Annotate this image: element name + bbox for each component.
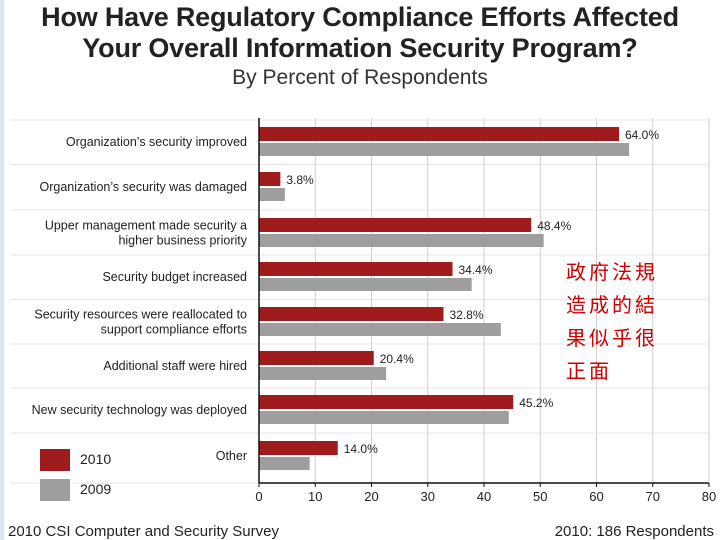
data-label: 32.8% <box>450 308 484 322</box>
bar-2010 <box>259 395 514 409</box>
category-label: Security resources were reallocated to su… <box>34 308 247 337</box>
category-label: Organization’s security was damaged <box>39 180 247 194</box>
data-label: 48.4% <box>537 219 571 233</box>
category-label: Other <box>216 449 247 463</box>
data-label: 14.0% <box>344 442 378 456</box>
x-tick-label: 0 <box>255 489 262 504</box>
source-note: 2010 CSI Computer and Security Survey <box>8 523 279 540</box>
category-label: Security budget increased <box>102 270 247 284</box>
data-label: 34.4% <box>459 263 493 277</box>
annotation-line: 造成的結 <box>566 293 658 317</box>
chart-title-line-2: Your Overall Information Security Progra… <box>82 33 638 63</box>
category-label: New security technology was deployed <box>32 403 247 417</box>
bar-2009 <box>259 188 285 201</box>
annotation-line: 果似乎很 <box>566 326 658 350</box>
bar-2010 <box>259 441 338 455</box>
x-tick-label: 10 <box>308 489 322 504</box>
data-label: 45.2% <box>519 396 553 410</box>
bar-2009 <box>259 457 310 470</box>
data-label: 3.8% <box>286 173 314 187</box>
bar-2009 <box>259 323 501 336</box>
bar-2010 <box>259 307 444 321</box>
legend-label-2010: 2010 <box>80 451 112 467</box>
category-label: Organization’s security improved <box>66 135 247 149</box>
data-label: 20.4% <box>380 352 414 366</box>
x-tick-label: 60 <box>589 489 603 504</box>
x-tick-label: 80 <box>702 489 716 504</box>
bar-2010 <box>259 172 281 186</box>
bar-2009 <box>259 278 472 291</box>
left-edge-strip <box>0 0 4 540</box>
bar-2010 <box>259 262 453 276</box>
x-tick-label: 30 <box>421 489 435 504</box>
bar-2009 <box>259 367 387 380</box>
x-tick-label: 50 <box>533 489 547 504</box>
x-tick-label: 20 <box>364 489 378 504</box>
bar-2009 <box>259 411 509 424</box>
chart-subtitle: By Percent of Respondents <box>232 66 488 89</box>
bar-2009 <box>259 143 630 156</box>
x-tick-label: 70 <box>646 489 660 504</box>
legend-swatch-2009 <box>40 479 70 501</box>
respondents-note: 2010: 186 Respondents <box>554 523 714 540</box>
bar-2009 <box>259 234 544 247</box>
annotation-note: 政府法規 造成的結 果似乎很 正面 <box>566 256 684 388</box>
category-label: Upper management made security a higher b… <box>45 219 248 248</box>
bar-2010 <box>259 351 374 365</box>
bar-2010 <box>259 127 619 141</box>
legend-label-2009: 2009 <box>80 481 112 497</box>
data-label: 64.0% <box>625 128 659 142</box>
annotation-line: 正面 <box>566 359 612 383</box>
bar-2010 <box>259 218 532 232</box>
annotation-line: 政府法規 <box>566 260 658 284</box>
legend-swatch-2010 <box>40 449 70 471</box>
x-tick-label: 40 <box>477 489 491 504</box>
category-label: Additional staff were hired <box>103 359 247 373</box>
chart-title-line-1: How Have Regulatory Compliance Efforts A… <box>41 2 679 32</box>
